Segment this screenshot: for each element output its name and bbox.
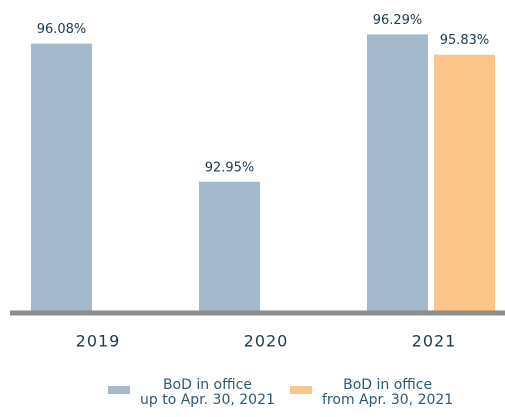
- x-tick-label: 2019: [76, 332, 121, 351]
- bar: [31, 43, 92, 313]
- legend-item: BoD in office up to Apr. 30, 2021: [108, 378, 275, 408]
- legend-item: BoD in office from Apr. 30, 2021: [290, 378, 453, 408]
- x-tick-label: 2021: [412, 332, 457, 351]
- bar: [199, 181, 260, 312]
- value-label: 96.29%: [373, 13, 423, 28]
- value-label: 95.83%: [440, 33, 490, 48]
- value-label: 92.95%: [205, 160, 255, 175]
- legend-label: BoD in office from Apr. 30, 2021: [322, 377, 454, 408]
- legend-swatch: [108, 386, 130, 394]
- bar: [367, 34, 428, 312]
- x-tick-label: 2020: [244, 332, 289, 351]
- value-label: 96.08%: [37, 22, 87, 37]
- legend-swatch: [290, 386, 312, 394]
- bar: [434, 54, 495, 312]
- legend-label: BoD in office up to Apr. 30, 2021: [140, 377, 275, 408]
